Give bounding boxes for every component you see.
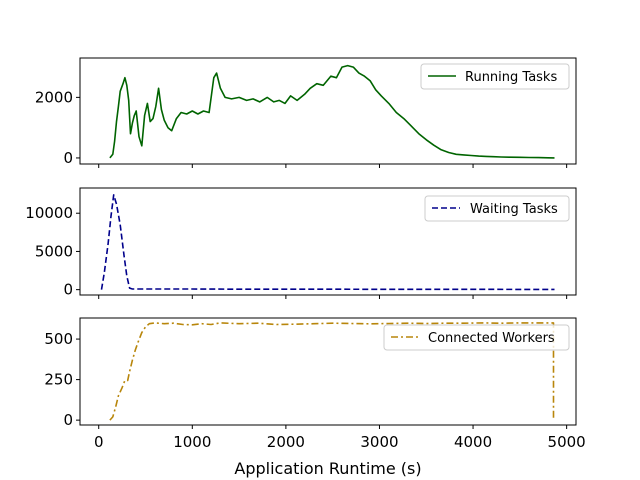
y-tick-label: 2000 [35, 88, 73, 106]
y-tick-label: 0 [63, 411, 73, 429]
x-tick-label: 2000 [267, 433, 305, 451]
series-layer [100, 194, 555, 291]
series-layer [109, 64, 555, 159]
legend: Running Tasks [420, 63, 570, 90]
x-tick-label: 5000 [548, 433, 586, 451]
x-axis-ticks [98, 295, 568, 299]
waiting-tasks-panel: 0 5000 10000 Waiting Tasks [25, 187, 577, 299]
y-tick-label: 0 [63, 149, 73, 167]
x-axis-label: Application Runtime (s) [234, 459, 421, 478]
x-tick-label: 1000 [173, 433, 211, 451]
legend-box [424, 195, 570, 222]
series-line-waiting-tasks [100, 194, 555, 291]
legend-box [383, 324, 570, 351]
legend-label-running-tasks: Running Tasks [465, 70, 557, 85]
legend-label-connected-workers: Connected Workers [428, 331, 555, 346]
y-axis-ticks: 0 5000 10000 [25, 204, 80, 299]
x-tick-label: 0 [94, 433, 104, 451]
y-tick-label: 10000 [25, 204, 73, 222]
axes-frame [79, 187, 577, 296]
x-tick-label: 4000 [454, 433, 492, 451]
running-tasks-panel: 0 2000 Running Tasks [35, 57, 577, 168]
y-axis-ticks: 0 250 500 [44, 330, 80, 429]
x-axis-ticks [98, 164, 568, 168]
series-line-connected-workers [109, 322, 555, 421]
axes-frame [79, 57, 577, 165]
y-tick-label: 5000 [35, 242, 73, 260]
connected-workers-panel: 0 250 500 0 1000 2000 3000 4000 5000 Connected … [44, 317, 586, 478]
x-tick-label: 3000 [360, 433, 398, 451]
y-tick-label: 500 [44, 330, 73, 348]
y-tick-label: 250 [44, 371, 73, 389]
legend: Connected Workers [383, 324, 570, 351]
axes-frame [79, 317, 577, 426]
legend: Waiting Tasks [424, 195, 570, 222]
series-layer [109, 322, 555, 421]
legend-box [420, 63, 570, 90]
y-axis-ticks: 0 2000 [35, 88, 80, 167]
series-line-running-tasks [109, 64, 555, 159]
legend-label-waiting-tasks: Waiting Tasks [470, 202, 558, 217]
x-axis-ticks: 0 1000 2000 3000 4000 5000 [94, 425, 586, 451]
y-tick-label: 0 [63, 281, 73, 299]
